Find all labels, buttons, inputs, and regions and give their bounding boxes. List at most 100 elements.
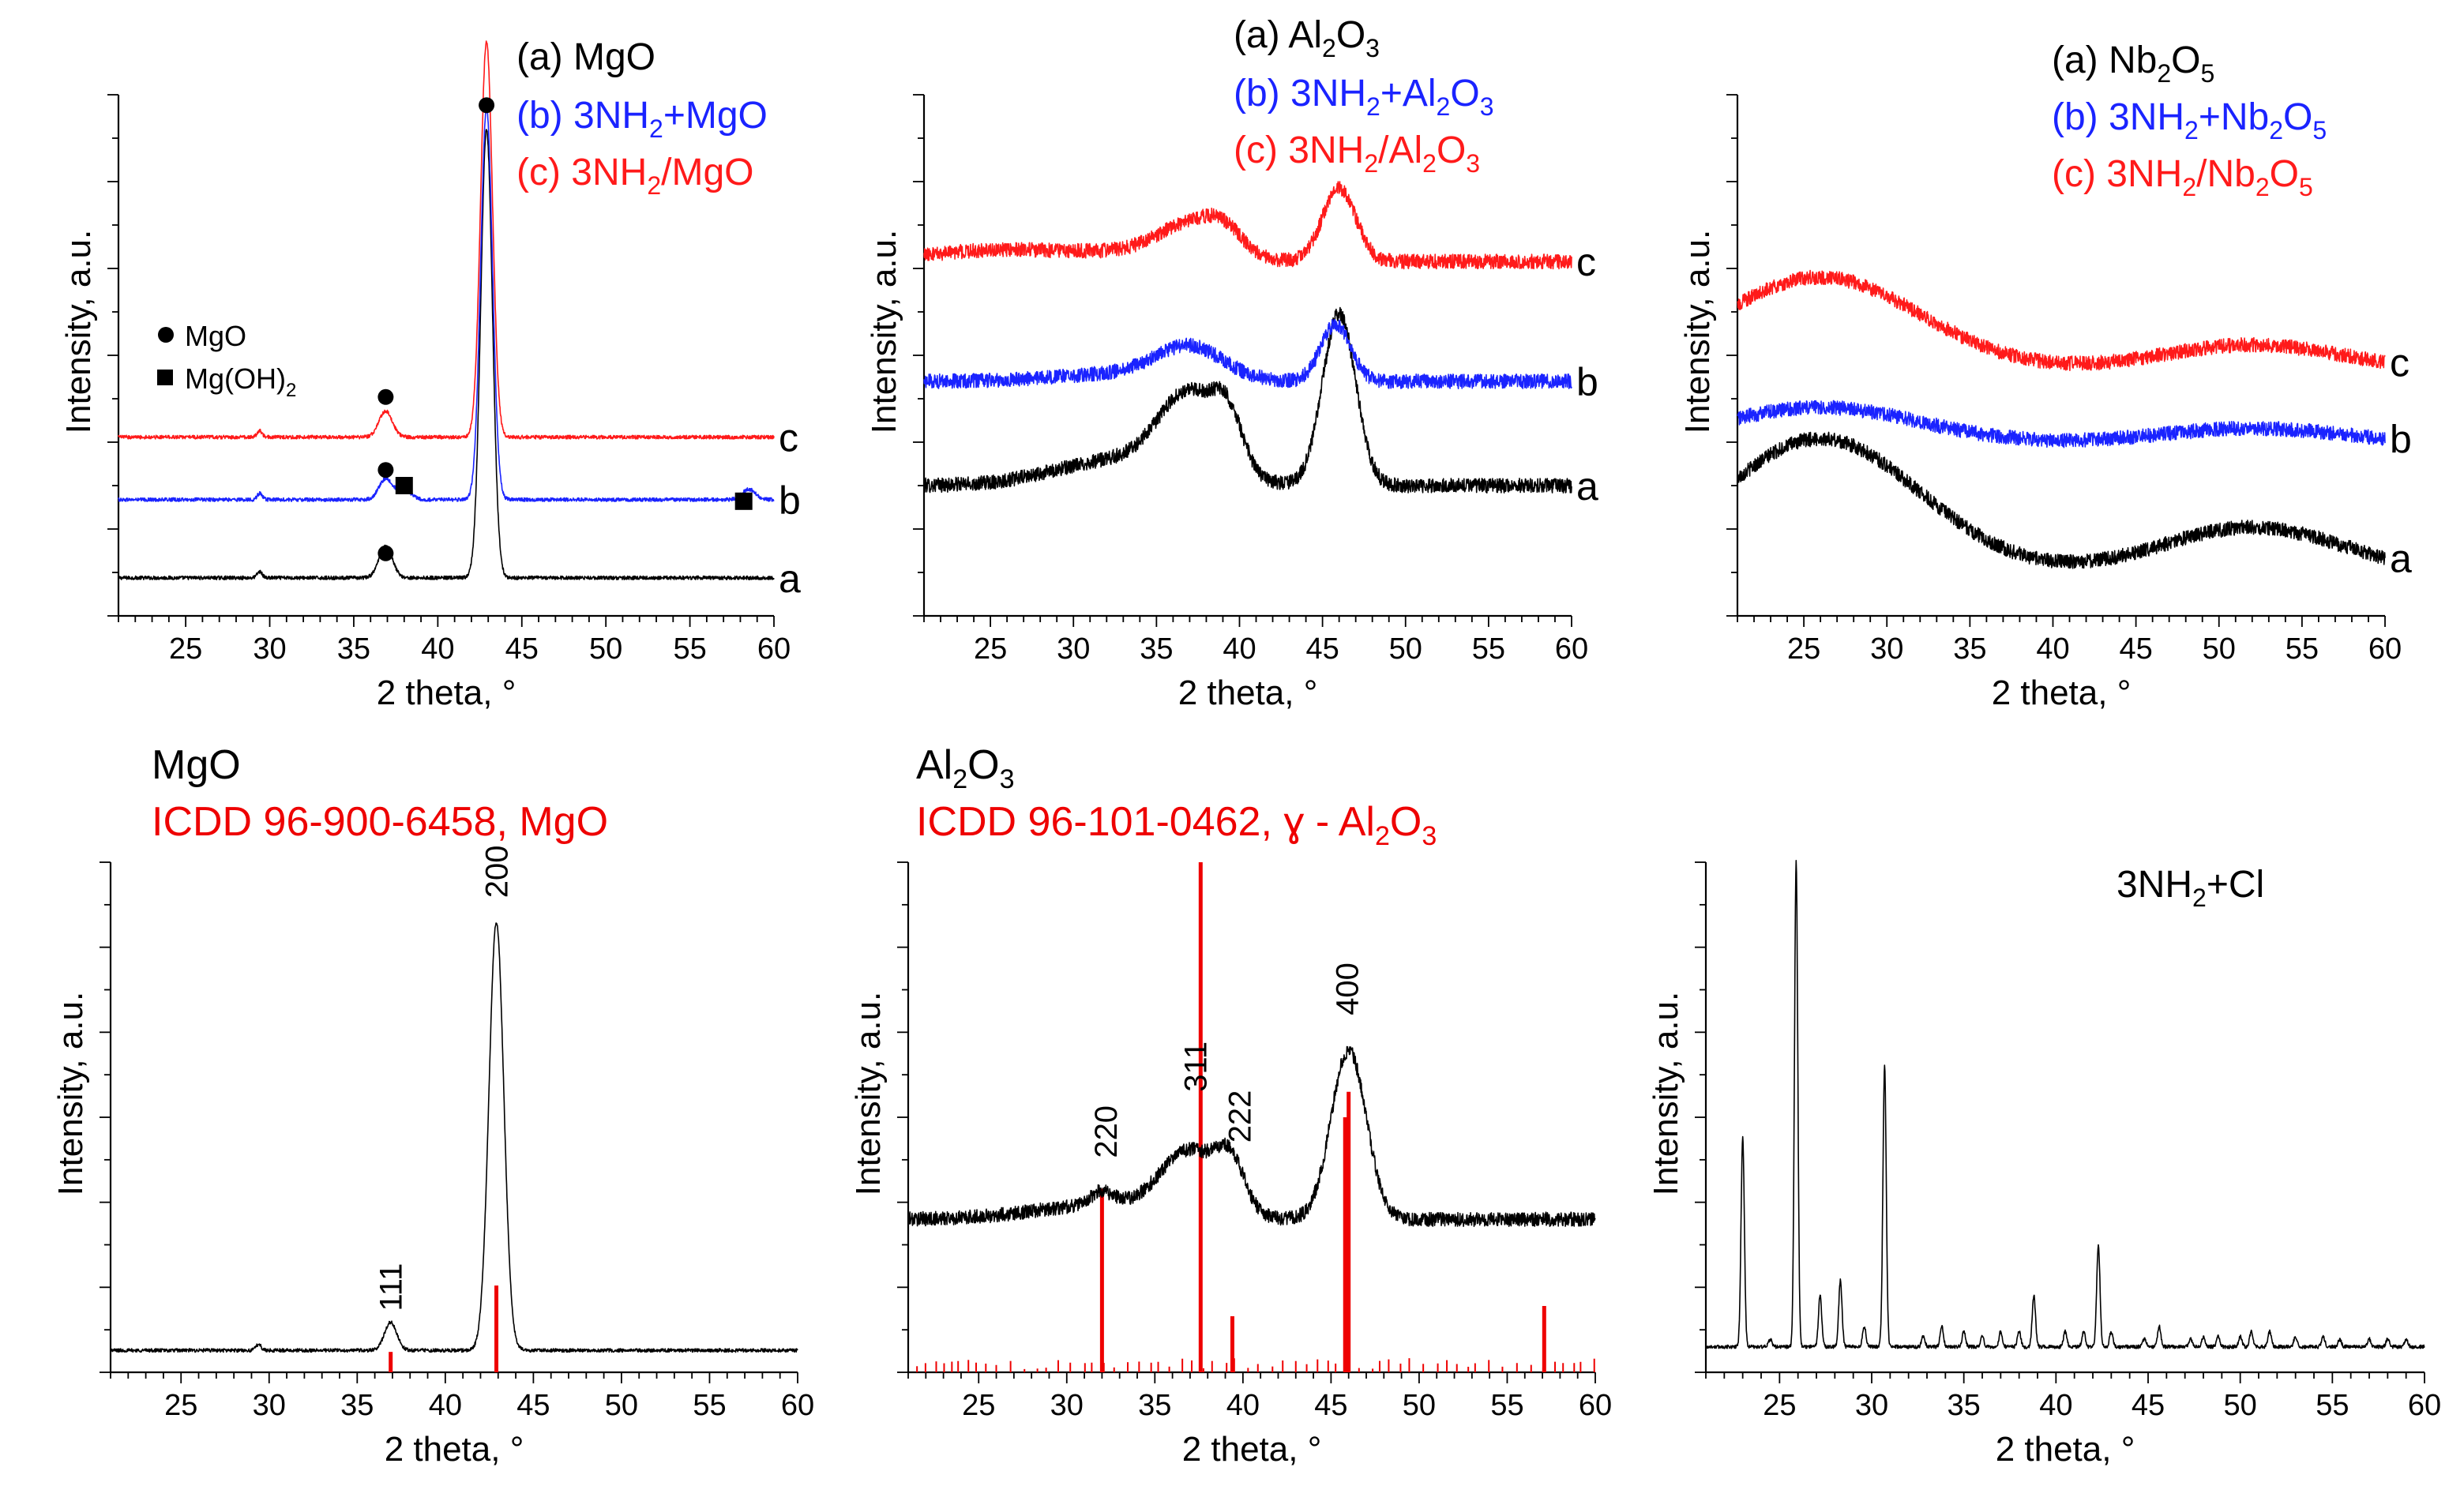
y-ticks — [897, 861, 908, 1373]
hkl-label: 311 — [1179, 1041, 1214, 1092]
plot-area-mgo-top: 25 30 35 40 45 50 55 60 2 theta, ° Intensity, a.u… — [59, 40, 801, 712]
x-axis-label: 2 theta, ° — [377, 674, 516, 712]
legend-entry-a: (a) MgO — [516, 36, 655, 78]
square-marker-icon — [734, 492, 753, 510]
y-ticks — [1726, 94, 1737, 617]
legend-entry-a: (a) Al2O3 — [1234, 14, 1380, 62]
legend-nb2o5-top: (a) Nb2O5 (b) 3NH2+Nb2O5 (c) 3NH2/Nb2O5 — [2052, 39, 2327, 201]
panel-nb2o5-top: 25 30 35 40 45 50 55 60 2 theta, ° Intensity, a.u… — [1678, 39, 2412, 712]
x-tick-label: 45 — [1305, 632, 1339, 666]
series-end-label: a — [2390, 537, 2412, 581]
x-ticks: 25 30 35 40 45 50 55 60 — [923, 616, 1588, 666]
x-tick-label: 55 — [1490, 1389, 1523, 1422]
x-tick-label: 30 — [1050, 1389, 1084, 1422]
series-line-main — [1705, 860, 2425, 1349]
y-axis-label: Intensity, a.u. — [849, 992, 888, 1195]
panel-cl-bottom: 25 30 35 40 45 50 55 60 2 theta, ° Intensity, a.u… — [1647, 860, 2441, 1469]
x-tick-label: 50 — [589, 632, 622, 666]
panel-title: MgO — [152, 742, 241, 788]
x-tick-label: 30 — [253, 1389, 286, 1422]
hkl-label: 222 — [1223, 1090, 1257, 1143]
x-tick-label: 55 — [2316, 1389, 2349, 1422]
x-tick-label: 35 — [1948, 1389, 1981, 1422]
x-tick-label: 60 — [2368, 632, 2402, 666]
x-tick-label: 60 — [781, 1389, 814, 1422]
legend-entry-b: (b) 3NH2+MgO — [516, 95, 768, 143]
series-line-c — [923, 181, 1572, 270]
x-tick-label: 35 — [1140, 632, 1173, 666]
x-tick-label: 55 — [2286, 632, 2319, 666]
legend-entry-a: (a) Nb2O5 — [2052, 39, 2214, 88]
x-tick-label: 30 — [1870, 632, 1903, 666]
series-line-b — [118, 107, 775, 502]
x-tick-label: 25 — [1787, 632, 1820, 666]
y-axis-label: Intensity, a.u. — [51, 992, 90, 1195]
panel-mgo-bottom: MgO ICDD 96-900-6458, MgO 25 30 35 40 45 50 55… — [51, 742, 814, 1469]
x-ticks: 25 30 35 40 45 50 55 60 — [110, 1372, 814, 1422]
x-tick-label: 45 — [1314, 1389, 1347, 1422]
panel-subtitle: ICDD 96-101-0462, ɣ - Al2O3 — [916, 799, 1437, 851]
legend-entry-c: (c) 3NH2/MgO — [516, 152, 753, 200]
legend-entry-b: (b) 3NH2+Al2O3 — [1234, 73, 1493, 121]
series-line-main — [907, 1045, 1596, 1227]
marker-key-label-mgo: MgO — [185, 320, 246, 352]
circle-marker-icon — [377, 462, 394, 478]
x-tick-label: 55 — [693, 1389, 726, 1422]
x-tick-label: 40 — [1226, 1389, 1260, 1422]
x-tick-label: 50 — [1403, 1389, 1436, 1422]
x-tick-label: 35 — [340, 1389, 374, 1422]
x-tick-label: 25 — [974, 632, 1007, 666]
plot-area-mgo-bottom: 25 30 35 40 45 50 55 60 2 theta, ° Intensity, a.u… — [51, 845, 814, 1469]
series-line-c — [118, 40, 775, 440]
plot-area-al2o3-top: 25 30 35 40 45 50 55 60 2 theta, ° Intensity, a.u… — [865, 94, 1598, 712]
x-axis-label: 2 theta, ° — [1178, 674, 1318, 712]
reference-sticks — [389, 1285, 499, 1372]
reference-sticks — [916, 862, 1595, 1372]
legend-al2o3-top: (a) Al2O3 (b) 3NH2+Al2O3 (c) 3NH2/Al2O3 — [1234, 14, 1493, 178]
x-ticks: 25 30 35 40 45 50 55 60 — [1705, 1372, 2441, 1422]
series-end-label: b — [779, 478, 801, 523]
legend-entry-c: (c) 3NH2/Al2O3 — [1234, 129, 1480, 178]
x-tick-label: 60 — [1579, 1389, 1612, 1422]
x-tick-label: 45 — [2119, 632, 2152, 666]
plot-area-nb2o5-top: 25 30 35 40 45 50 55 60 2 theta, ° Intensity, a.u… — [1678, 94, 2412, 712]
y-ticks — [913, 94, 924, 617]
x-tick-label: 40 — [2036, 632, 2069, 666]
legend-mgo-top: (a) MgO (b) 3NH2+MgO (c) 3NH2/MgO — [516, 36, 768, 200]
marker-key-mgo: MgO Mg(OH)2 — [157, 320, 296, 401]
x-tick-label: 60 — [1555, 632, 1588, 666]
circle-marker-key-icon — [158, 327, 174, 343]
panel-subtitle: ICDD 96-900-6458, MgO — [152, 799, 608, 845]
series-line-b — [923, 319, 1572, 389]
panel-al2o3-bottom: Al2O3 ICDD 96-101-0462, ɣ - Al2O3 25 30 35… — [849, 742, 1612, 1469]
y-axis-label: Intensity, a.u. — [1678, 230, 1717, 433]
circle-marker-icon — [377, 388, 394, 405]
x-tick-label: 25 — [1763, 1389, 1796, 1422]
series-line-a — [923, 306, 1572, 493]
x-tick-label: 35 — [1138, 1389, 1171, 1422]
x-tick-label: 45 — [516, 1389, 550, 1422]
x-axis-label: 2 theta, ° — [385, 1430, 524, 1469]
series-line-a — [118, 129, 775, 580]
series-end-label: a — [1576, 464, 1598, 508]
legend-entry-c: (c) 3NH2/Nb2O5 — [2052, 153, 2313, 201]
x-axis-label: 2 theta, ° — [1182, 1430, 1322, 1469]
x-tick-label: 35 — [1953, 632, 1986, 666]
series-line-main — [110, 922, 798, 1353]
circle-marker-icon — [479, 97, 495, 114]
series-end-label: b — [1576, 360, 1598, 404]
hkl-label: 220 — [1089, 1105, 1124, 1158]
x-tick-label: 40 — [421, 632, 454, 666]
x-axis-label: 2 theta, ° — [1996, 1430, 2135, 1469]
x-tick-label: 40 — [1223, 632, 1256, 666]
legend-entry-b: (b) 3NH2+Nb2O5 — [2052, 96, 2327, 144]
y-ticks — [100, 861, 111, 1373]
x-ticks: 25 30 35 40 45 50 55 60 — [118, 616, 791, 666]
x-tick-label: 25 — [962, 1389, 995, 1422]
marker-key-label-mgoh2: Mg(OH)2 — [185, 362, 296, 401]
x-tick-label: 40 — [429, 1389, 462, 1422]
hkl-label: 200 — [480, 845, 515, 898]
x-tick-label: 25 — [169, 632, 202, 666]
series-end-label: b — [2390, 417, 2412, 461]
